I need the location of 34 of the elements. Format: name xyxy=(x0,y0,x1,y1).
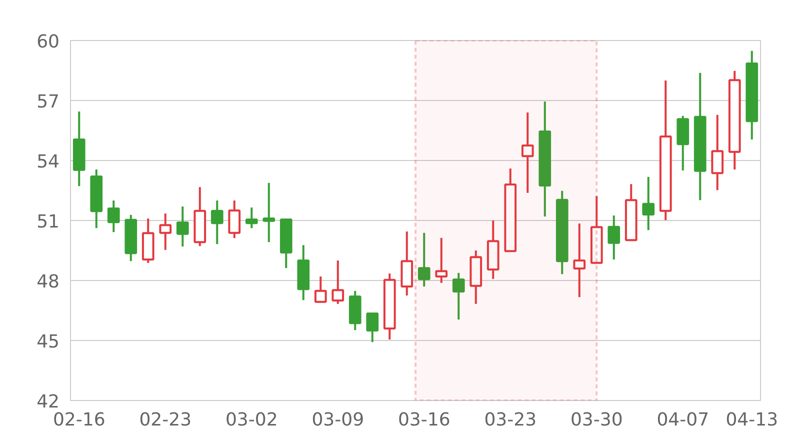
y-tick-label: 57 xyxy=(36,92,60,112)
x-tick-label: 03-02 xyxy=(225,410,278,430)
y-tick-label: 54 xyxy=(36,152,60,172)
candlestick xyxy=(366,312,379,344)
x-tick-label: 04-07 xyxy=(656,410,710,430)
x-tick-label: 02-16 xyxy=(52,410,106,430)
candlestick xyxy=(176,206,189,248)
y-tick-label: 45 xyxy=(36,332,60,352)
x-tick-label: 03-09 xyxy=(312,410,364,430)
candlestick xyxy=(314,276,327,304)
candlestick xyxy=(245,206,258,230)
y-tick-label: 60 xyxy=(36,32,60,52)
candlestick xyxy=(452,272,465,320)
y-tick-label: 51 xyxy=(36,212,60,232)
candlestick xyxy=(711,114,724,192)
y-tick-label: 48 xyxy=(36,272,60,292)
candlestick xyxy=(521,112,534,194)
candlestick xyxy=(573,222,586,298)
candlestick xyxy=(210,200,224,246)
candlestick xyxy=(332,260,344,305)
candlestick xyxy=(159,212,172,251)
candlestick xyxy=(107,200,120,234)
candlestick xyxy=(418,232,430,288)
x-tick-label: 03-23 xyxy=(484,410,537,430)
candlestick xyxy=(642,176,655,232)
candlestick xyxy=(435,236,448,284)
candlestick xyxy=(262,182,276,244)
candlestick xyxy=(228,200,241,240)
x-tick-label: 03-30 xyxy=(570,410,623,430)
x-tick-label: 02-23 xyxy=(139,410,192,430)
candlestick xyxy=(608,214,620,260)
y-tick-label: 42 xyxy=(36,392,60,412)
x-tick-label: 04-13 xyxy=(726,410,778,430)
x-tick-label: 03-16 xyxy=(398,410,450,430)
